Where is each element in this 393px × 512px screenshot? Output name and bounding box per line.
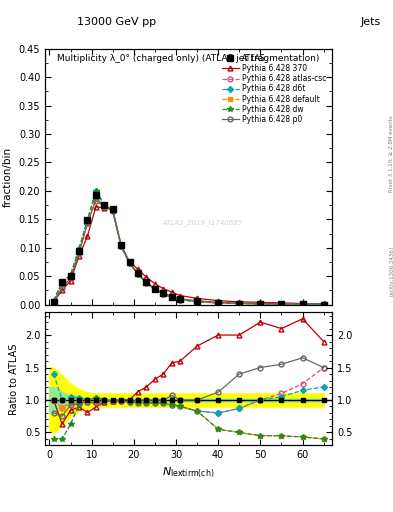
Text: Rivet 3.1.10, ≥ 2.8M events: Rivet 3.1.10, ≥ 2.8M events (389, 115, 393, 192)
Y-axis label: fraction/bin: fraction/bin (3, 146, 13, 207)
Text: ATLAS_2019_I1740685: ATLAS_2019_I1740685 (163, 219, 243, 226)
X-axis label: $N_{\mathsf{lextirm(ch)}}$: $N_{\mathsf{lextirm(ch)}}$ (162, 466, 215, 480)
Legend: ATLAS, Pythia 6.428 370, Pythia 6.428 atlas-csc, Pythia 6.428 d6t, Pythia 6.428 : ATLAS, Pythia 6.428 370, Pythia 6.428 at… (219, 51, 330, 127)
Text: 13000 GeV pp: 13000 GeV pp (77, 17, 156, 28)
Y-axis label: Ratio to ATLAS: Ratio to ATLAS (9, 343, 19, 415)
Text: [arXiv:1306.3436]: [arXiv:1306.3436] (389, 246, 393, 296)
Text: Jets: Jets (361, 17, 381, 28)
Text: Multiplicity λ_0° (charged only) (ATLAS jet fragmentation): Multiplicity λ_0° (charged only) (ATLAS … (57, 54, 320, 63)
